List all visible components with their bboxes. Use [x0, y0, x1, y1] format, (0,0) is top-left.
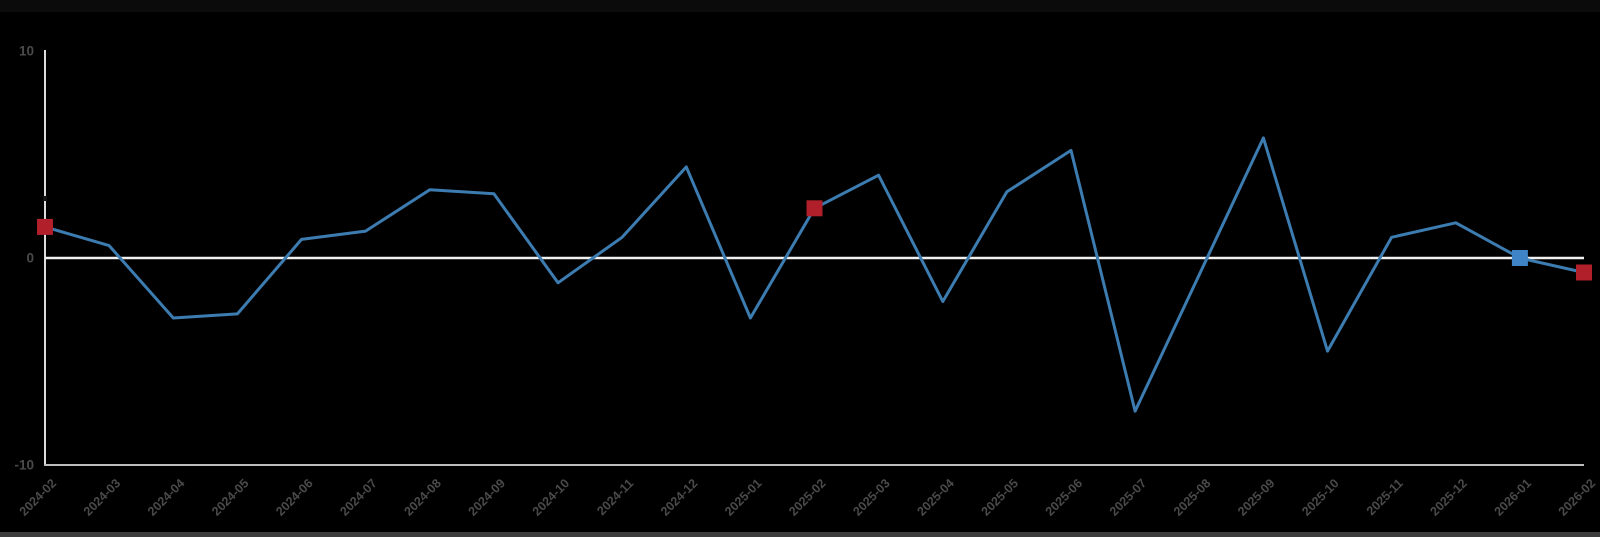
x-tick-label-2024-03: 2024-03 [81, 476, 123, 518]
x-tick-label-2024-05: 2024-05 [209, 476, 251, 518]
marker-2026-02[interactable] [1576, 264, 1592, 281]
x-tick-label-2025-05: 2025-05 [979, 476, 1021, 518]
x-tick-label-2024-02: 2024-02 [17, 476, 59, 518]
x-tick-label-2025-12: 2025-12 [1428, 476, 1470, 518]
x-tick-label-2025-04: 2025-04 [915, 476, 957, 518]
marker-2026-01[interactable] [1511, 250, 1528, 266]
x-tick-label-2026-01: 2026-01 [1492, 476, 1534, 518]
y-tick-label: -10 [14, 458, 34, 473]
x-tick-label-2025-06: 2025-06 [1043, 476, 1085, 518]
x-tick-label-2024-12: 2024-12 [658, 476, 700, 518]
y-tick-label: 0 [26, 251, 34, 266]
x-tick-label-2025-08: 2025-08 [1171, 476, 1213, 518]
y-tick-label: 10 [19, 44, 34, 59]
x-tick-label-2025-11: 2025-11 [1364, 476, 1406, 518]
x-tick-label-2025-03: 2025-03 [850, 476, 892, 518]
y-axis-tick-mark [43, 196, 47, 201]
x-tick-label-2024-10: 2024-10 [530, 476, 572, 518]
x-tick-label-2025-02: 2025-02 [786, 476, 828, 518]
data-line [43, 136, 1586, 413]
x-tick-label-2025-10: 2025-10 [1299, 476, 1341, 518]
x-tick-label-2024-11: 2024-11 [594, 476, 636, 518]
x-tick-label-2024-09: 2024-09 [466, 476, 508, 518]
marker-2024-02[interactable] [37, 218, 53, 235]
x-tick-label-2025-07: 2025-07 [1107, 476, 1149, 518]
marker-2025-02[interactable] [806, 200, 823, 217]
x-tick-label-2026-02: 2026-02 [1556, 476, 1598, 518]
x-tick-label-2025-09: 2025-09 [1235, 476, 1277, 518]
x-tick-label-2024-08: 2024-08 [402, 476, 444, 518]
bottom-edge-strip [0, 532, 1600, 537]
top-edge-strip [0, 0, 1600, 12]
x-tick-label-2024-06: 2024-06 [273, 476, 315, 518]
x-tick-label-2024-07: 2024-07 [337, 476, 379, 518]
x-tick-label-2024-04: 2024-04 [145, 476, 187, 518]
x-tick-label-2025-01: 2025-01 [722, 476, 764, 518]
